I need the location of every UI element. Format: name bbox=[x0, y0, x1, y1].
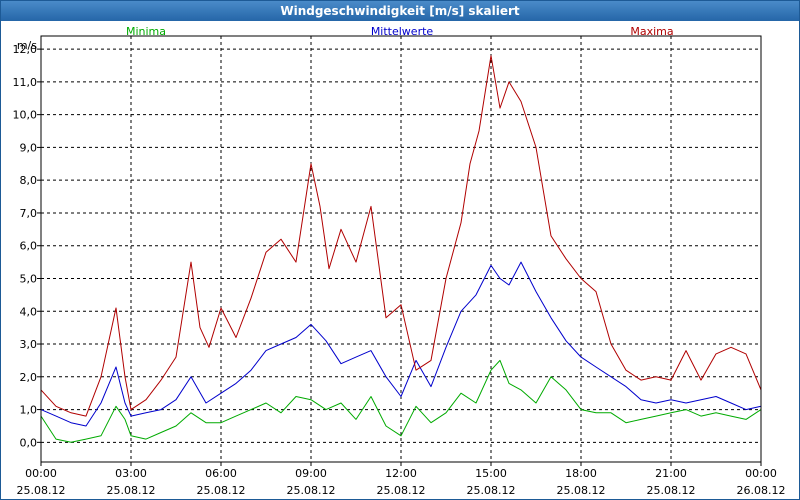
x-tick-date-label: 26.08.12 bbox=[737, 484, 786, 497]
x-tick-date-label: 25.08.12 bbox=[557, 484, 606, 497]
y-axis-unit-label: m/s bbox=[17, 39, 37, 52]
y-tick-label: 7,0 bbox=[20, 207, 38, 220]
x-tick-time-label: 18:00 bbox=[565, 467, 597, 480]
y-tick-label: 3,0 bbox=[20, 338, 38, 351]
x-tick-date-label: 25.08.12 bbox=[287, 484, 336, 497]
x-tick-time-label: 12:00 bbox=[385, 467, 417, 480]
y-tick-label: 4,0 bbox=[20, 305, 38, 318]
x-tick-time-label: 15:00 bbox=[475, 467, 507, 480]
series-line-maxima bbox=[40, 55, 762, 417]
y-tick-label: 2,0 bbox=[20, 371, 38, 384]
series-line-mittelwerte bbox=[40, 261, 762, 427]
y-tick-label: 10,0 bbox=[13, 109, 38, 122]
x-tick-time-label: 00:00 bbox=[745, 467, 777, 480]
legend-mittelwerte: Mittelwerte bbox=[371, 25, 434, 38]
x-tick-time-label: 03:00 bbox=[115, 467, 147, 480]
x-tick-date-label: 25.08.12 bbox=[647, 484, 696, 497]
x-tick-time-label: 21:00 bbox=[655, 467, 687, 480]
y-tick-label: 8,0 bbox=[20, 174, 38, 187]
y-tick-label: 1,0 bbox=[20, 404, 38, 417]
plot-area-border bbox=[40, 35, 762, 463]
legend-maxima: Maxima bbox=[630, 25, 673, 38]
legend-minima: Minima bbox=[126, 25, 166, 38]
y-tick-label: 12,0 bbox=[13, 43, 38, 56]
y-tick-label: 9,0 bbox=[20, 141, 38, 154]
y-tick-label: 11,0 bbox=[13, 76, 38, 89]
x-tick-time-label: 06:00 bbox=[205, 467, 237, 480]
x-tick-time-label: 00:00 bbox=[25, 467, 57, 480]
x-tick-date-label: 25.08.12 bbox=[377, 484, 426, 497]
x-tick-date-label: 25.08.12 bbox=[17, 484, 66, 497]
y-tick-label: 6,0 bbox=[20, 240, 38, 253]
x-tick-date-label: 25.08.12 bbox=[107, 484, 156, 497]
y-tick-label: 5,0 bbox=[20, 272, 38, 285]
x-tick-date-label: 25.08.12 bbox=[467, 484, 516, 497]
y-tick-label: 0,0 bbox=[20, 436, 38, 449]
series-line-minima bbox=[40, 359, 762, 443]
x-tick-date-label: 25.08.12 bbox=[197, 484, 246, 497]
x-tick-time-label: 09:00 bbox=[295, 467, 327, 480]
chart-title: Windgeschwindigkeit [m/s] skaliert bbox=[1, 1, 799, 21]
